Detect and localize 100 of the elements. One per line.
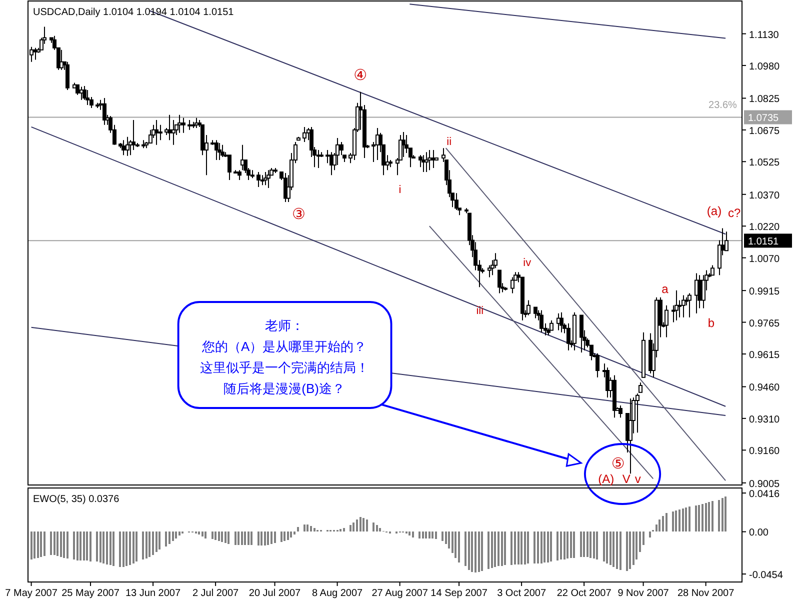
candlestick xyxy=(566,322,570,351)
candlestick xyxy=(596,352,600,378)
bar xyxy=(294,532,296,535)
y-tick-label: 0.0416 xyxy=(749,489,780,500)
bar xyxy=(158,532,161,550)
ref-line-label: 1.0151 xyxy=(748,236,780,248)
bar xyxy=(30,532,32,560)
bar xyxy=(704,502,707,532)
bar xyxy=(698,504,700,532)
candlestick xyxy=(498,270,502,294)
annotation: (A) xyxy=(598,472,614,486)
bar xyxy=(122,532,124,568)
bar xyxy=(648,532,651,538)
candlestick xyxy=(260,174,264,186)
x-tick-label: 27 Aug 2007 xyxy=(372,588,428,599)
candlestick xyxy=(154,119,158,146)
candlestick xyxy=(432,150,436,168)
bar xyxy=(711,501,714,532)
candlestick xyxy=(710,264,714,276)
candlestick xyxy=(228,154,232,181)
bar xyxy=(129,532,131,566)
bar xyxy=(274,532,276,543)
bar xyxy=(60,532,62,557)
bar xyxy=(478,532,480,572)
y-tick-label: 0.9460 xyxy=(749,382,780,394)
y-tick-label: 0.9765 xyxy=(749,318,780,330)
candlestick xyxy=(694,272,698,314)
bar xyxy=(224,532,226,543)
bar xyxy=(694,506,697,532)
candlestick xyxy=(674,290,678,321)
bar xyxy=(573,532,576,558)
candlestick xyxy=(188,119,192,130)
candlestick xyxy=(418,154,422,168)
candlestick xyxy=(636,392,640,434)
bar xyxy=(606,532,608,564)
annotation: v xyxy=(634,472,641,486)
text: EWO(5, 35) 0.0376 xyxy=(33,494,120,505)
candlestick xyxy=(612,374,616,418)
bar xyxy=(629,532,632,569)
x-tick-label: 3 Oct 2007 xyxy=(497,588,546,599)
candlestick xyxy=(638,382,642,393)
candlestick xyxy=(168,114,172,141)
candlestick xyxy=(96,102,100,108)
candlestick xyxy=(132,119,136,151)
y-tick-label: 0.9005 xyxy=(749,478,780,490)
candlestick xyxy=(336,137,340,166)
candlestick xyxy=(126,136,130,156)
bar xyxy=(264,532,266,546)
bar xyxy=(172,532,174,542)
bar xyxy=(376,525,378,532)
annotation: (a) xyxy=(706,204,722,218)
bar xyxy=(560,532,562,560)
bar xyxy=(250,532,253,545)
bar xyxy=(306,524,309,532)
bar xyxy=(340,528,342,532)
bar xyxy=(40,532,42,557)
bar xyxy=(520,532,523,564)
bar xyxy=(244,532,246,545)
annotation: iii xyxy=(476,305,484,317)
bar xyxy=(352,522,355,532)
y-tick-label: 0.00 xyxy=(749,528,769,539)
bar xyxy=(596,532,598,560)
annotation: 老师： xyxy=(264,318,304,333)
x-tick-label: 22 Oct 2007 xyxy=(556,588,612,599)
annotation: 您的（A）是从哪里开始的？ xyxy=(200,339,367,354)
bar xyxy=(238,532,240,545)
candlestick xyxy=(540,310,544,333)
bar xyxy=(152,532,154,556)
bar xyxy=(198,532,200,535)
y-tick-label: 0.9310 xyxy=(749,414,780,426)
bar xyxy=(168,532,170,544)
annotation: 随后将是漫漫(B)途？ xyxy=(224,381,345,396)
bar xyxy=(514,532,516,564)
bar xyxy=(498,532,500,566)
bar xyxy=(678,509,680,532)
candlestick xyxy=(158,124,162,141)
bar xyxy=(662,516,664,532)
annotation: ④ xyxy=(354,66,368,84)
bar xyxy=(50,532,52,556)
candlestick xyxy=(424,152,428,172)
x-tick-label: 9 Nov 2007 xyxy=(618,588,670,599)
bar xyxy=(675,510,678,532)
annotation: ③ xyxy=(292,206,306,223)
candlestick xyxy=(218,142,222,160)
bar xyxy=(102,532,105,564)
bar xyxy=(218,532,220,542)
bar xyxy=(234,532,236,545)
candlestick xyxy=(142,140,146,149)
y-tick-label: 1.0980 xyxy=(749,61,780,72)
x-tick-label: 28 Nov 2007 xyxy=(677,588,735,599)
candlestick xyxy=(148,129,152,144)
bar xyxy=(284,532,286,542)
bar xyxy=(76,532,78,561)
bar xyxy=(458,532,460,562)
y-tick-label: 1.1130 xyxy=(749,30,780,41)
bar xyxy=(546,532,549,562)
candlestick xyxy=(618,405,622,418)
bar xyxy=(464,532,467,566)
candlestick xyxy=(580,314,584,353)
x-tick-label: 13 Jun 2007 xyxy=(126,588,181,599)
